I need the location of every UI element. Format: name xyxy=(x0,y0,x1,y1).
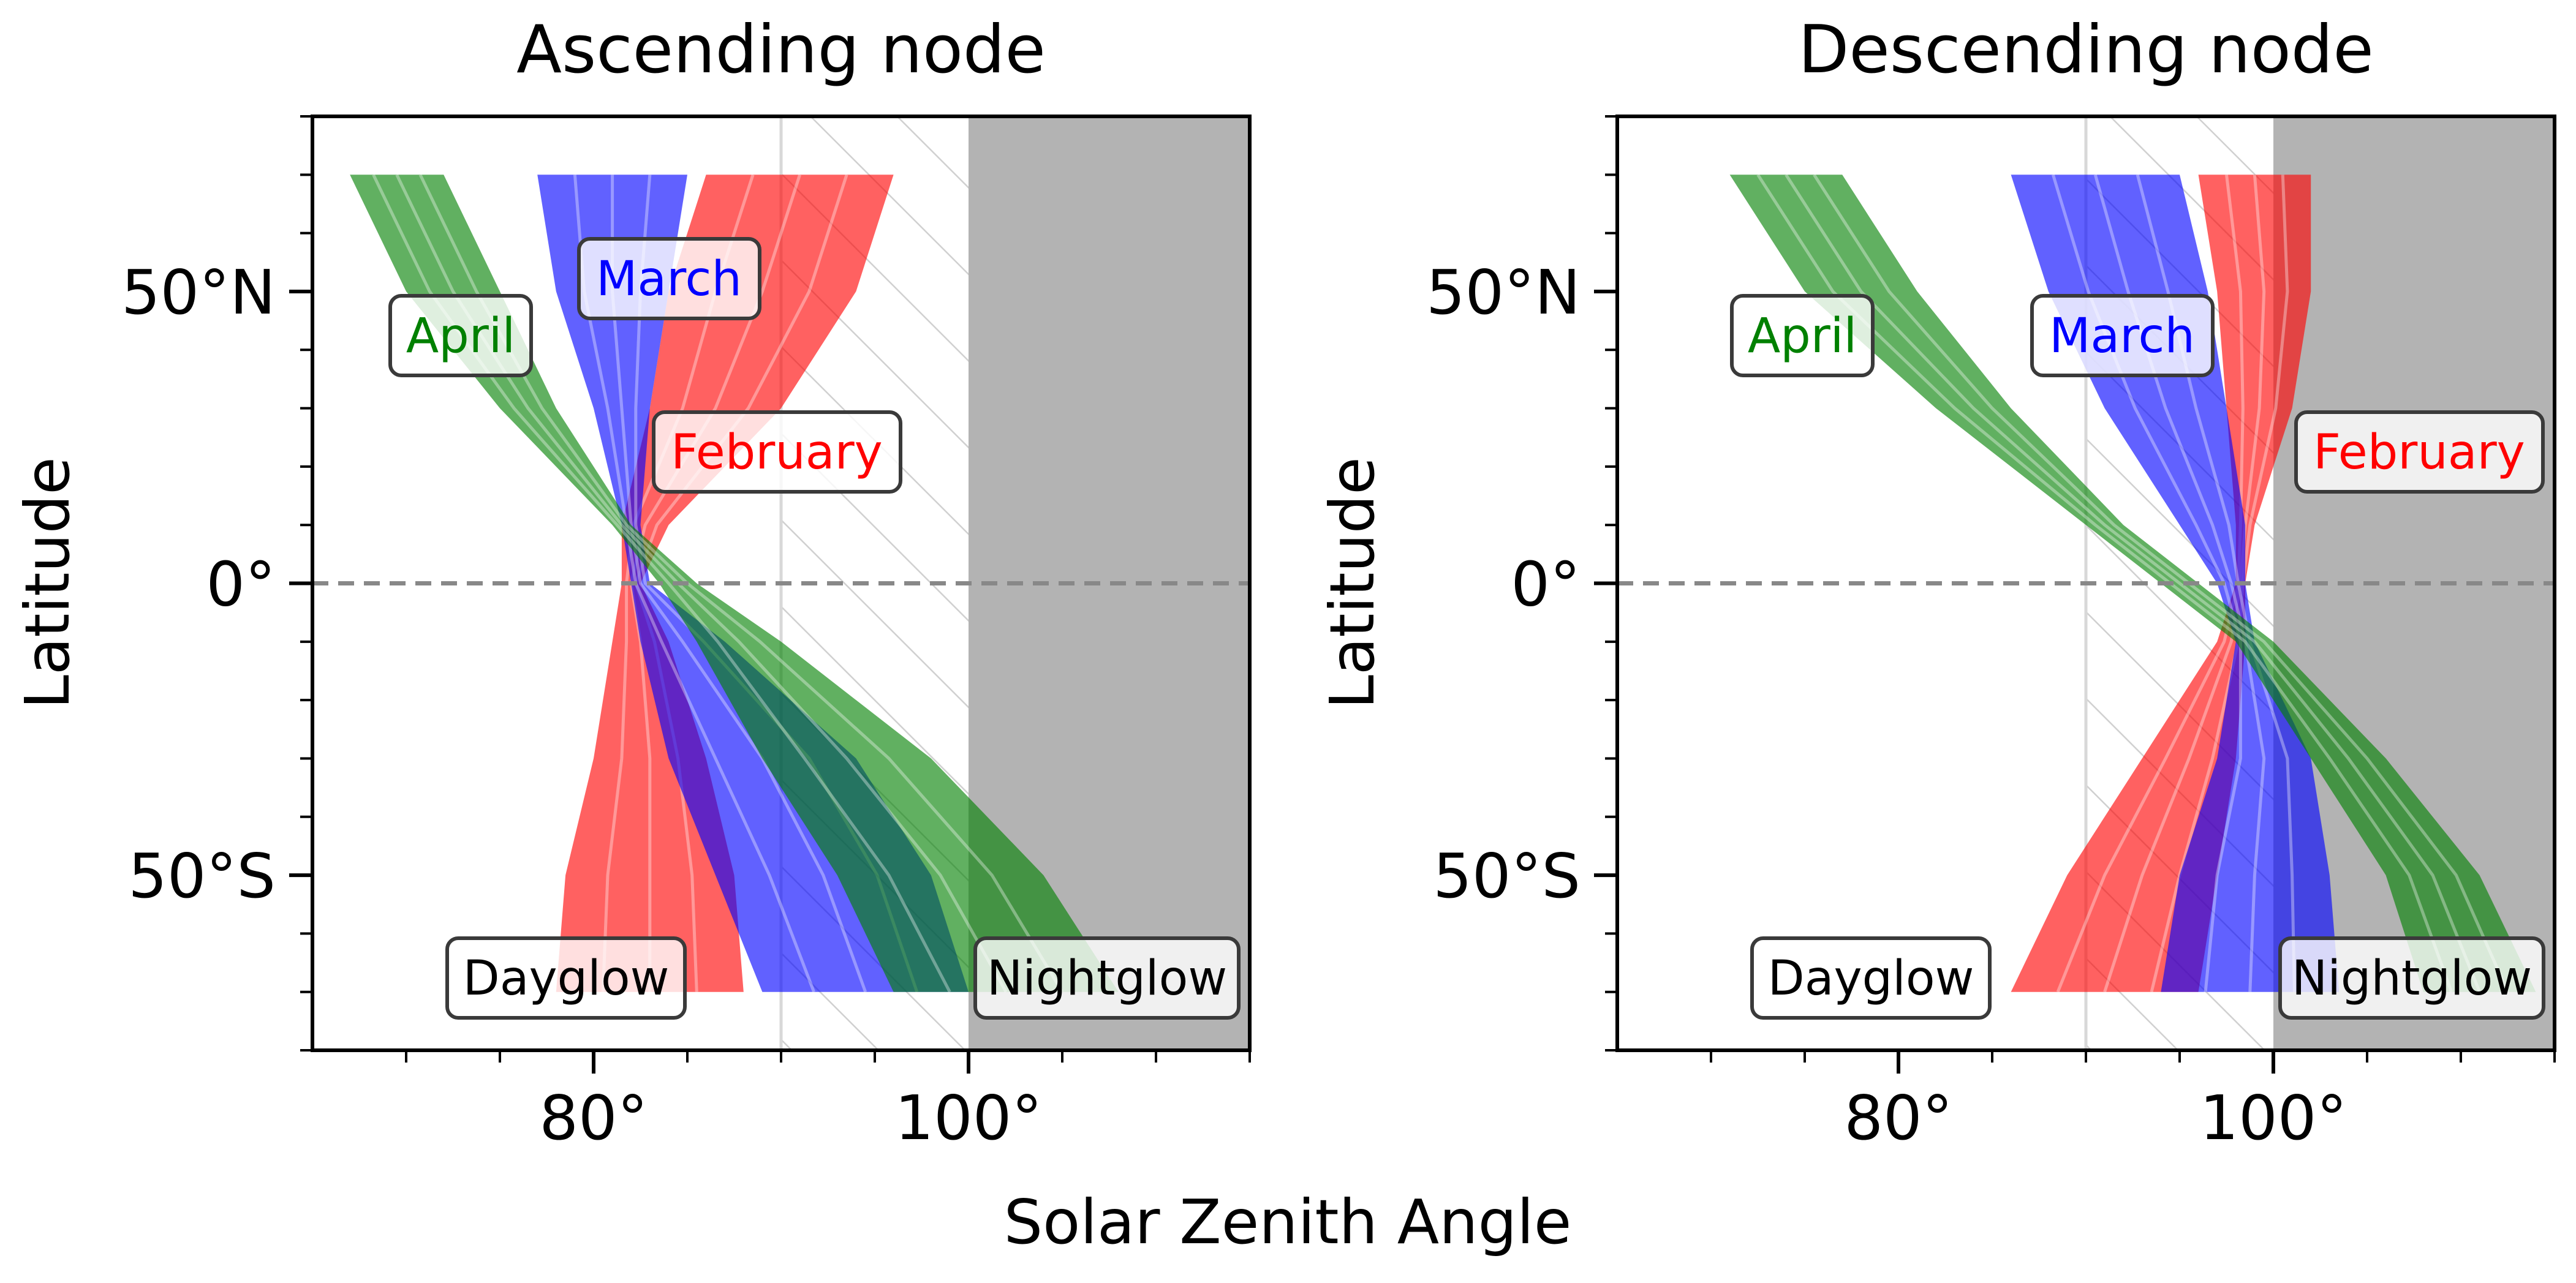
y-tick-label: 50°N xyxy=(1426,257,1581,328)
y-tick-label: 0° xyxy=(206,549,276,620)
annotation-box-march: March xyxy=(577,237,761,320)
x-tick-label: 100° xyxy=(2200,1082,2347,1154)
y-axis: 50°N 0° 50°S xyxy=(1426,115,1617,1052)
x-tick-label: 100° xyxy=(895,1082,1043,1154)
y-axis: 50°N 0° 50°S xyxy=(121,115,312,1052)
series-band-april xyxy=(350,175,1119,992)
shared-x-axis-label: Solar Zenith Angle xyxy=(1004,1186,1572,1258)
chart-title: Ascending node xyxy=(516,12,1046,88)
annotation-box-dayglow: Dayglow xyxy=(1750,936,1992,1020)
annotation-box-april: April xyxy=(1730,294,1875,377)
chart-title: Descending node xyxy=(1798,12,2374,88)
x-axis: 80° 100° xyxy=(1710,1050,2556,1154)
annotation-label: Dayglow xyxy=(463,951,670,1006)
orbit-track-april xyxy=(1785,173,2481,993)
annotation-box-february: February xyxy=(2294,410,2545,494)
y-axis-label: Latitude xyxy=(12,457,83,709)
annotation-box-april: April xyxy=(388,294,533,377)
annotation-box-march: March xyxy=(2030,294,2215,377)
y-tick-label: 0° xyxy=(1511,549,1581,620)
annotation-label: Dayglow xyxy=(1768,951,1974,1006)
series-band-march xyxy=(2011,175,2340,992)
x-tick-label: 80° xyxy=(539,1082,648,1154)
x-axis: 80° 100° xyxy=(405,1050,1251,1154)
annotation-label: April xyxy=(406,309,515,364)
series-band-february xyxy=(2011,175,2311,992)
series-band-april xyxy=(1729,175,2536,992)
annotation-label: February xyxy=(671,425,883,480)
annotation-label: March xyxy=(2049,309,2195,364)
annotation-label: February xyxy=(2313,425,2525,480)
annotation-box-nightglow: Nightglow xyxy=(2278,936,2545,1020)
series-group xyxy=(350,174,1119,993)
orbit-track-march xyxy=(611,175,867,993)
annotation-box-nightglow: Nightglow xyxy=(973,936,1241,1020)
y-tick-label: 50°N xyxy=(121,257,276,328)
plot-area xyxy=(1617,116,2555,1050)
y-tick-label: 50°S xyxy=(1433,840,1581,912)
y-axis-label: Latitude xyxy=(1316,457,1388,709)
chart-panel-ascending: Ascending node 50°N 0° 50°S 80° 100° Latitu… xyxy=(12,12,1252,1154)
y-tick-label: 50°S xyxy=(128,840,276,912)
annotation-label: April xyxy=(1748,309,1857,364)
plot-area xyxy=(312,116,1250,1050)
chart-panel-descending: Descending node 50°N 0° 50°S 80° 100° Latit… xyxy=(1316,12,2556,1154)
annotation-label: Nightglow xyxy=(987,951,1227,1006)
annotation-label: Nightglow xyxy=(2292,951,2532,1006)
annotation-box-dayglow: Dayglow xyxy=(445,936,687,1020)
x-tick-label: 80° xyxy=(1844,1082,1952,1154)
series-band-february xyxy=(556,175,894,992)
annotation-label: March xyxy=(596,252,742,307)
annotation-box-february: February xyxy=(652,410,902,494)
